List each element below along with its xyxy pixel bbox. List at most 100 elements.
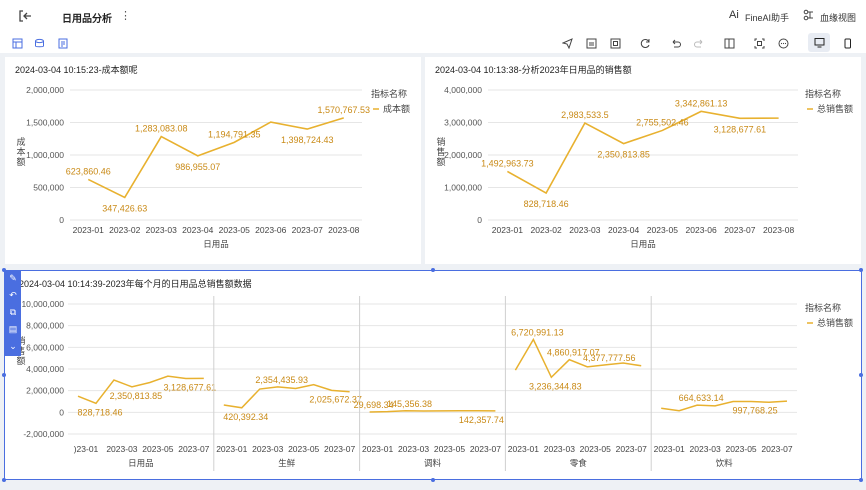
resize-handle-left[interactable]	[2, 373, 6, 377]
edit-icon[interactable]: ✎	[9, 273, 17, 283]
add-component-icon[interactable]	[8, 34, 26, 52]
y-axis-title: 销	[436, 136, 445, 147]
x-tick-label: 2023-04	[182, 225, 213, 235]
refresh-icon[interactable]	[636, 34, 654, 52]
y-axis-title: 售	[16, 345, 25, 356]
legend-title: 指标名称	[805, 302, 841, 313]
resize-handle-top[interactable]	[431, 268, 435, 272]
legend-title: 指标名称	[371, 88, 407, 99]
facet-label: 饮料	[716, 458, 734, 468]
x-axis-title: 日用品	[203, 239, 229, 249]
undo-icon[interactable]	[666, 34, 684, 52]
legend-label: 总销售额	[817, 103, 853, 114]
y-axis-title: 售	[436, 146, 445, 157]
chart-card-monthly[interactable]: 2024-03-04 10:14:39-2023年每个月的日用品总销售额数据 1…	[5, 271, 861, 479]
data-label: 2,983,533.5	[561, 110, 609, 120]
exit-icon[interactable]	[16, 7, 34, 25]
layout-icon[interactable]	[720, 34, 738, 52]
x-tick-label: 2023-03	[544, 444, 575, 454]
resize-handle-bottom[interactable]	[431, 478, 435, 482]
y-axis-title: 额	[16, 156, 25, 167]
x-tick-label: 2023-01	[492, 225, 523, 235]
x-tick-label: 2023-01	[362, 444, 393, 454]
chart-title: 2024-03-04 10:14:39-2023年每个月的日用品总销售额数据	[19, 279, 252, 289]
x-tick-label: 2023-07	[292, 225, 323, 235]
data-label: 986,955.07	[175, 162, 220, 172]
export-icon[interactable]	[582, 34, 600, 52]
y-axis-title: 额	[16, 355, 25, 366]
redo-icon[interactable]	[690, 34, 708, 52]
chart-card-sales[interactable]: 2024-03-04 10:13:38-分析2023年日用品的销售额 4,000…	[425, 57, 861, 264]
more-icon[interactable]	[774, 34, 792, 52]
undo-small-icon[interactable]: ↶	[9, 290, 17, 300]
data-label: 1,570,767.53	[317, 105, 370, 115]
resize-handle-top-right[interactable]	[859, 268, 863, 272]
x-tick-label: 2023-07	[761, 444, 792, 454]
x-tick-label: 2023-02	[109, 225, 140, 235]
collapse-icon[interactable]: ⌄	[9, 341, 17, 351]
copy-icon[interactable]: ⧉	[9, 307, 17, 317]
ai-icon: Ai	[729, 9, 739, 21]
data-label: 2,755,502.46	[636, 117, 689, 127]
share-icon[interactable]	[558, 34, 576, 52]
more-vertical-icon[interactable]: ⋮	[120, 10, 131, 22]
x-tick-label: 2023-04	[608, 225, 639, 235]
data-label: 2,350,813.85	[110, 391, 163, 401]
x-tick-label: 2023-07	[724, 225, 755, 235]
x-axis-title: 日用品	[630, 239, 656, 249]
series-line	[661, 400, 788, 412]
resize-handle-right[interactable]	[859, 373, 863, 377]
fullscreen-icon[interactable]	[606, 34, 624, 52]
x-tick-label: 2023-03	[398, 444, 429, 454]
data-label: 997,768.25	[733, 406, 778, 416]
data-label: 3,236,344.83	[529, 381, 582, 391]
chart-monthly-faceted-line: 10,000,000 8,000,000 6,000,000 4,000,000 2,0…	[16, 296, 853, 471]
y-tick-label: 3,000,000	[444, 118, 482, 128]
resize-handle-top-left[interactable]	[2, 268, 6, 272]
chart-sales-line: 4,000,000 3,000,000 2,000,000 1,000,000 0 202…	[436, 85, 853, 249]
mobile-icon[interactable]	[838, 34, 856, 52]
y-axis-title: 销	[16, 335, 25, 346]
y-tick-label: 1,000,000	[444, 183, 482, 193]
x-tick-label: 2023-03	[569, 225, 600, 235]
resize-handle-bottom-left[interactable]	[2, 478, 6, 482]
refresh-data-icon[interactable]	[30, 34, 48, 52]
x-tick-label: 2023-07	[616, 444, 647, 454]
x-tick-label: 2023-05	[142, 444, 173, 454]
screenshot-icon[interactable]	[750, 34, 768, 52]
x-tick-label: 2023-01	[654, 444, 685, 454]
data-label: 1,194,791.35	[208, 129, 261, 139]
data-label: 664,633.14	[679, 393, 724, 403]
legend-label: 成本额	[383, 103, 410, 114]
data-label: 1,492,963.73	[481, 158, 534, 168]
legend-label: 总销售额	[817, 317, 853, 328]
ai-assistant-button[interactable]: FineAI助手	[745, 13, 790, 23]
data-label: 623,860.46	[66, 166, 111, 176]
data-label: 420,392.34	[223, 412, 268, 422]
chart-title: 2024-03-04 10:13:38-分析2023年日用品的销售额	[435, 65, 632, 75]
x-tick-label: 2023-01	[216, 444, 247, 454]
y-tick-label: 0	[477, 215, 482, 225]
lineage-icon	[803, 9, 815, 21]
data-label: 828,718.46	[524, 199, 569, 209]
chart-card-cost[interactable]: 2024-03-04 10:15:23-成本额呢 2,000,000 1,500,…	[5, 57, 421, 264]
x-tick-label: 2023-01	[73, 225, 104, 235]
y-axis-title: 额	[436, 156, 445, 167]
comment-icon[interactable]: ▤	[8, 324, 18, 334]
series-line	[87, 117, 344, 199]
data-label: 1,283,083.08	[135, 124, 188, 134]
x-tick-label: 2023-05	[647, 225, 678, 235]
y-tick-label: 0	[59, 215, 64, 225]
top-bar: 日用品分析 ⋮ Ai FineAI助手 血缘视图	[0, 0, 866, 33]
add-filter-icon[interactable]	[54, 34, 72, 52]
resize-handle-bottom-right[interactable]	[859, 478, 863, 482]
x-tick-label: 2023-07	[178, 444, 209, 454]
x-tick-label: 2023-05	[288, 444, 319, 454]
y-tick-label: 8,000,000	[26, 321, 64, 331]
facet-label: 日用品	[128, 458, 154, 468]
data-label: 2,354,435.93	[255, 375, 308, 385]
lineage-view-button[interactable]: 血缘视图	[820, 13, 857, 23]
y-axis-title: 本	[16, 146, 25, 157]
desktop-icon[interactable]	[808, 33, 830, 52]
facet-label: 调料	[424, 458, 442, 468]
